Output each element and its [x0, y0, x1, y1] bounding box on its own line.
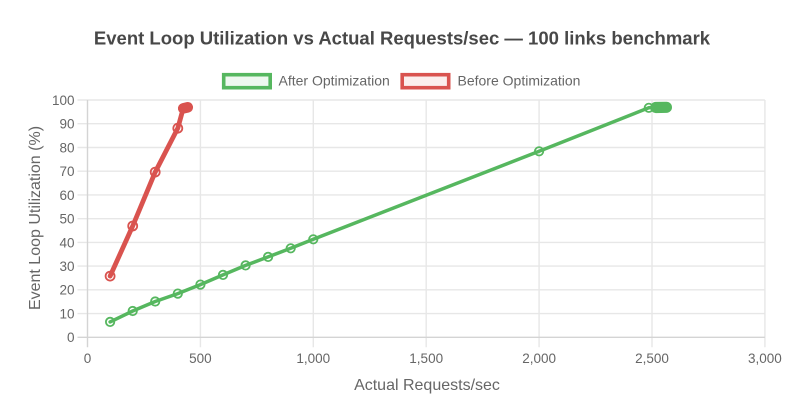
svg-text:1,500: 1,500	[409, 351, 443, 366]
svg-text:Before Optimization: Before Optimization	[458, 73, 581, 89]
svg-text:0: 0	[84, 351, 92, 366]
svg-text:30: 30	[59, 259, 74, 274]
svg-text:80: 80	[59, 140, 74, 155]
svg-text:10: 10	[59, 307, 74, 322]
svg-text:2,000: 2,000	[522, 351, 556, 366]
svg-text:Event Loop Utilization (%): Event Loop Utilization (%)	[27, 126, 44, 310]
svg-text:0: 0	[67, 330, 75, 345]
svg-text:3,000: 3,000	[748, 351, 782, 366]
svg-text:50: 50	[59, 212, 74, 227]
svg-text:2,500: 2,500	[635, 351, 669, 366]
svg-text:20: 20	[59, 283, 74, 298]
svg-text:90: 90	[59, 117, 74, 132]
svg-text:500: 500	[189, 351, 212, 366]
svg-text:1,000: 1,000	[296, 351, 330, 366]
svg-text:60: 60	[59, 188, 74, 203]
svg-text:Actual Requests/sec: Actual Requests/sec	[354, 377, 500, 394]
svg-text:After Optimization: After Optimization	[279, 73, 390, 89]
svg-text:70: 70	[59, 164, 74, 179]
svg-text:100: 100	[52, 93, 75, 108]
svg-text:Event Loop Utilization vs Actu: Event Loop Utilization vs Actual Request…	[94, 28, 711, 49]
svg-text:40: 40	[59, 235, 74, 250]
